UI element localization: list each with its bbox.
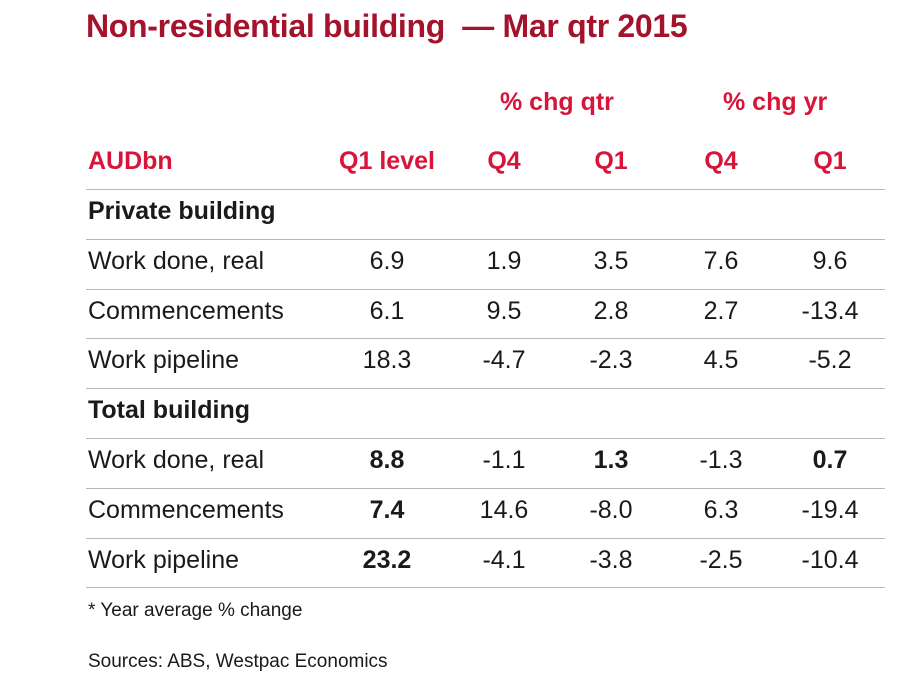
table-cell: 6.9 (369, 246, 405, 275)
column-header-yr-q4: Q4 (704, 147, 738, 175)
column-header-qtr-q4: Q4 (487, 147, 521, 175)
row-divider (86, 338, 885, 340)
table-row: Commencements 7.4 14.6 -8.0 6.3 -19.4 (86, 488, 885, 536)
table-row: Work done, real 6.9 1.9 3.5 7.6 9.6 (86, 239, 885, 287)
table-cell: -10.4 (801, 545, 859, 574)
page-title: Non-residential building — Mar qtr 2015 (86, 8, 688, 44)
table-cell: 3.5 (593, 246, 629, 275)
section-title: Total building (88, 396, 250, 425)
row-divider (86, 438, 885, 439)
row-divider (86, 587, 885, 589)
row-label: Work pipeline (88, 346, 240, 375)
section-title: Private building (88, 197, 276, 225)
table-cell: -5.2 (808, 346, 852, 375)
table-cell: 14.6 (479, 495, 529, 524)
row-divider (86, 288, 885, 290)
table-cell: 6.3 (703, 495, 739, 524)
table-cell: -2.5 (699, 545, 743, 574)
row-label: Work pipeline (88, 545, 240, 574)
table-cell: 6.1 (369, 296, 405, 325)
row-divider (86, 537, 885, 539)
section-header-row: Total building (86, 388, 885, 436)
row-label: Commencements (88, 495, 284, 524)
table-cell: -1.3 (699, 446, 743, 474)
column-header-yr-q1: Q1 (813, 147, 847, 175)
table-row: Work pipeline 18.3 -4.7 -2.3 4.5 -5.2 (86, 338, 885, 386)
table-cell: 4.5 (703, 346, 739, 375)
group-header-qtr: % chg qtr (500, 88, 614, 116)
table-cell: 9.5 (486, 296, 522, 325)
column-header-level: Q1 level (339, 147, 435, 175)
table-cell: 1.9 (486, 246, 522, 275)
section-header-row: Private building (86, 189, 885, 237)
table-cell: 2.8 (593, 296, 629, 325)
row-label: Work done, real (88, 246, 265, 275)
table-cell: -4.1 (482, 545, 526, 574)
table-cell: -13.4 (801, 296, 859, 325)
table-cell: 18.3 (362, 346, 412, 375)
table-cell: -8.0 (589, 495, 633, 524)
table-cell: 0.7 (812, 446, 848, 474)
table-cell: -19.4 (801, 495, 859, 524)
row-label: Work done, real (88, 446, 265, 474)
row-divider (86, 388, 885, 390)
footnote: * Year average % change (88, 600, 303, 621)
table-cell: 7.6 (703, 246, 739, 275)
table-row: Work pipeline 23.2 -4.1 -3.8 -2.5 -10.4 (86, 538, 885, 586)
table-cell: 7.4 (369, 495, 405, 524)
table-cell: 1.3 (593, 446, 629, 474)
table-cell: 23.2 (362, 545, 412, 574)
row-divider (86, 189, 885, 190)
table-cell: 8.8 (369, 446, 405, 474)
table-row: Commencements 6.1 9.5 2.8 2.7 -13.4 (86, 289, 885, 337)
table-cell: -1.1 (482, 446, 526, 474)
table-cell: 9.6 (812, 246, 848, 275)
sources: Sources: ABS, Westpac Economics (88, 651, 388, 672)
table-cell: -2.3 (589, 346, 633, 375)
column-header-label: AUDbn (88, 147, 173, 175)
row-label: Commencements (88, 296, 284, 325)
table-cell: 2.7 (703, 296, 739, 325)
group-header-yr: % chg yr (723, 88, 828, 116)
table-row: Work done, real 8.8 -1.1 1.3 -1.3 0.7 (86, 438, 885, 486)
table-cell: -3.8 (589, 545, 633, 574)
column-header-qtr-q1: Q1 (594, 147, 628, 175)
row-divider (86, 487, 885, 489)
row-divider (86, 238, 885, 240)
table-cell: -4.7 (482, 346, 526, 375)
